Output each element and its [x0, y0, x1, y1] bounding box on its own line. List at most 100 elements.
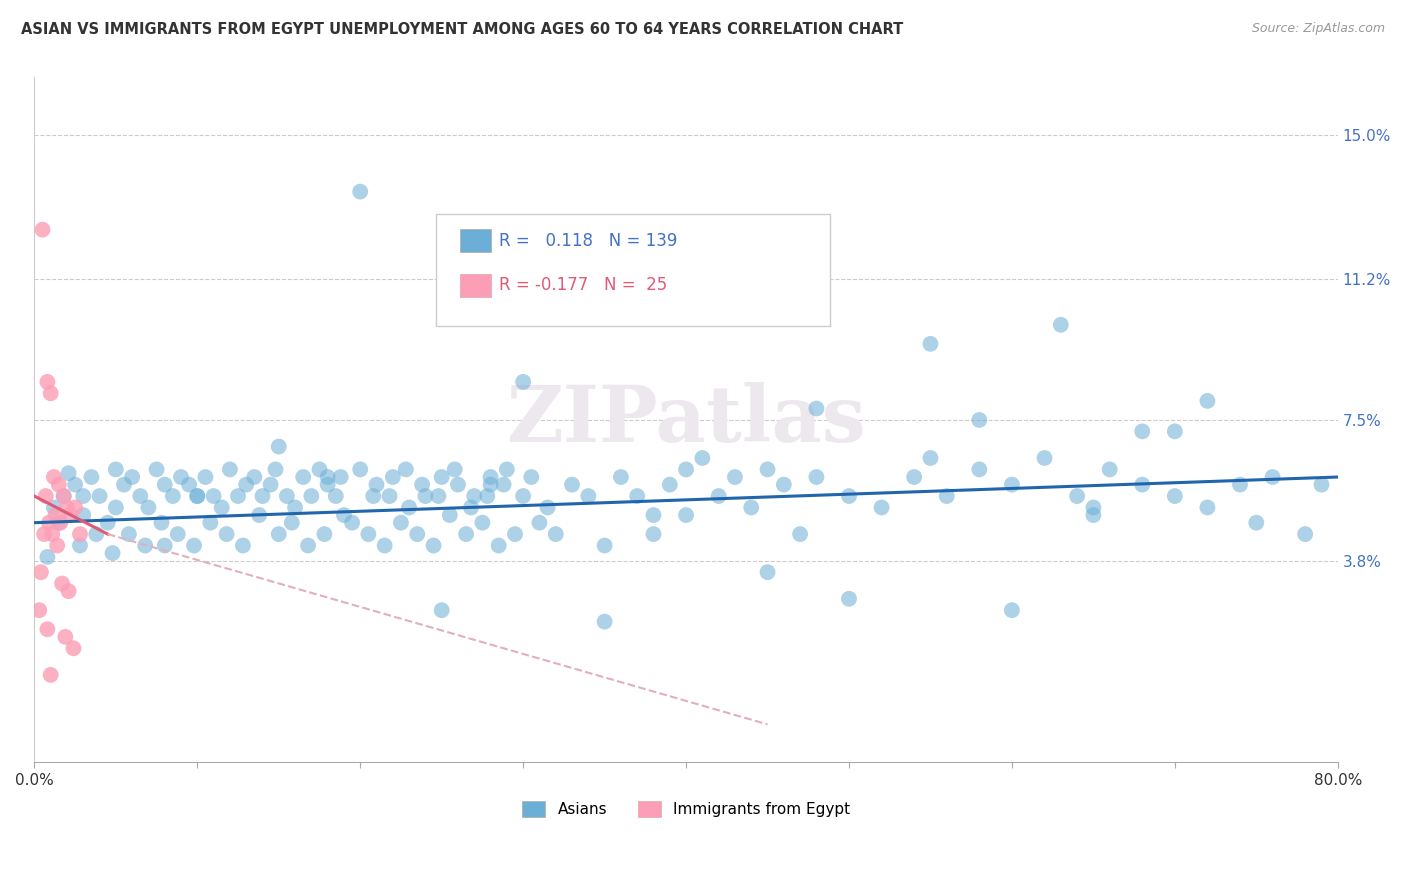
Point	[460, 500, 482, 515]
Point	[1197, 500, 1219, 515]
Point	[39, 668, 62, 682]
Point	[520, 470, 543, 484]
Point	[89, 489, 111, 503]
Point	[1164, 489, 1187, 503]
Point	[235, 477, 257, 491]
Point	[202, 489, 225, 503]
Point	[49, 516, 72, 530]
Point	[329, 470, 352, 484]
Point	[479, 477, 502, 491]
Point	[259, 477, 281, 491]
Point	[463, 489, 485, 503]
Point	[129, 489, 152, 503]
Point	[406, 527, 429, 541]
Point	[145, 462, 167, 476]
Point	[104, 462, 127, 476]
Point	[281, 516, 304, 530]
Point	[920, 450, 942, 465]
Point	[153, 539, 176, 553]
Point	[28, 603, 51, 617]
Point	[35, 489, 58, 503]
Text: R = -0.177   N =  25: R = -0.177 N = 25	[499, 277, 668, 294]
Point	[643, 508, 665, 522]
Point	[316, 470, 339, 484]
Point	[576, 489, 599, 503]
Point	[38, 516, 60, 530]
Point	[134, 539, 156, 553]
Point	[308, 462, 330, 476]
Point	[340, 516, 363, 530]
Point	[211, 500, 233, 515]
Point	[495, 462, 517, 476]
Point	[62, 641, 84, 656]
Point	[48, 477, 70, 491]
Point	[150, 516, 173, 530]
Point	[488, 539, 510, 553]
Point	[479, 470, 502, 484]
Point	[58, 584, 80, 599]
Point	[1049, 318, 1071, 332]
Point	[838, 591, 860, 606]
Point	[53, 630, 76, 644]
Point	[692, 450, 714, 465]
Point	[69, 527, 91, 541]
Point	[1229, 477, 1251, 491]
Point	[381, 470, 404, 484]
Point	[838, 489, 860, 503]
Point	[72, 489, 94, 503]
Point	[314, 527, 336, 541]
Point	[415, 489, 437, 503]
Point	[512, 489, 534, 503]
Point	[374, 539, 396, 553]
Point	[806, 401, 828, 416]
Point	[366, 477, 388, 491]
Point	[333, 508, 356, 522]
Point	[51, 576, 73, 591]
Point	[48, 516, 70, 530]
Point	[870, 500, 893, 515]
Point	[56, 500, 79, 515]
Point	[456, 527, 478, 541]
Point	[378, 489, 401, 503]
Point	[45, 508, 67, 522]
Point	[626, 489, 648, 503]
Point	[264, 462, 287, 476]
Point	[503, 527, 526, 541]
Point	[1261, 470, 1284, 484]
Point	[69, 539, 91, 553]
Point	[411, 477, 433, 491]
Point	[247, 508, 270, 522]
Point	[544, 527, 567, 541]
Text: Source: ZipAtlas.com: Source: ZipAtlas.com	[1251, 22, 1385, 36]
Text: ZIPatlas: ZIPatlas	[506, 382, 866, 458]
Point	[37, 622, 59, 636]
Point	[398, 500, 420, 515]
Text: ASIAN VS IMMIGRANTS FROM EGYPT UNEMPLOYMENT AMONG AGES 60 TO 64 YEARS CORRELATIO: ASIAN VS IMMIGRANTS FROM EGYPT UNEMPLOYM…	[21, 22, 903, 37]
Point	[243, 470, 266, 484]
Legend: Asians, Immigrants from Egypt: Asians, Immigrants from Egypt	[516, 795, 856, 823]
Text: R =   0.118   N = 139: R = 0.118 N = 139	[499, 232, 678, 250]
Point	[593, 539, 616, 553]
Point	[200, 516, 222, 530]
Point	[52, 489, 75, 503]
Point	[58, 467, 80, 481]
Point	[1001, 477, 1024, 491]
Point	[935, 489, 957, 503]
Point	[427, 489, 450, 503]
Point	[232, 539, 254, 553]
Point	[772, 477, 794, 491]
Point	[39, 386, 62, 401]
Point	[447, 477, 470, 491]
Point	[166, 527, 188, 541]
Point	[226, 489, 249, 503]
Point	[186, 489, 208, 503]
Point	[789, 527, 811, 541]
Point	[118, 527, 141, 541]
Point	[920, 336, 942, 351]
Point	[179, 477, 201, 491]
Point	[361, 489, 384, 503]
Point	[349, 462, 371, 476]
Point	[284, 500, 307, 515]
Point	[194, 470, 217, 484]
Point	[1294, 527, 1316, 541]
